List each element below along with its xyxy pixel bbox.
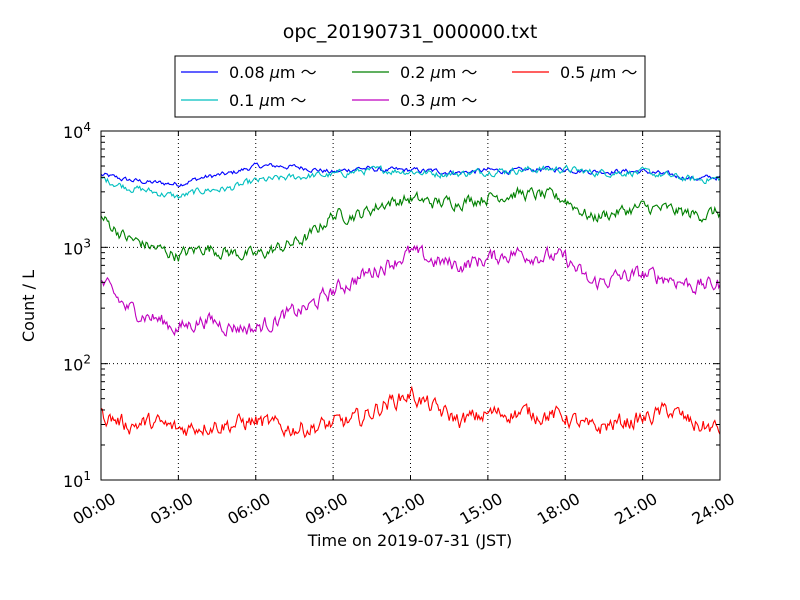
legend-label: 0.5 μm ～ [560, 63, 637, 82]
x-tick-label: 06:00 [224, 489, 273, 529]
plot-area: 00:00 03:00 06:00 09:00 12:00 15:00 18:00 21:00… [63, 120, 738, 529]
y-axis-label: Count / L [19, 270, 38, 342]
legend: 0.08 μm ～ 0.1 μm ～ 0.2 μm ～ 0.3 μm ～ 0.5 μm … [174, 55, 646, 118]
x-tick-label: 00:00 [70, 489, 119, 529]
legend-label: 0.2 μm ～ [400, 63, 477, 82]
legend-entries: 0.08 μm ～ 0.1 μm ～ 0.2 μm ～ 0.3 μm ～ 0.5 μm … [181, 63, 637, 110]
legend-label: 0.1 μm ～ [229, 91, 306, 110]
y-axis: 101 102 103 104 [63, 120, 720, 491]
chart-title: opc_20190731_000000.txt [283, 21, 538, 43]
x-tick-label: 24:00 [689, 489, 738, 529]
x-tick-label: 15:00 [456, 489, 505, 529]
legend-label: 0.08 μm ～ [229, 63, 317, 82]
series-line [100, 244, 721, 337]
x-axis-label: Time on 2019-07-31 (JST) [307, 531, 512, 550]
x-tick-label: 09:00 [302, 489, 351, 529]
x-tick-label: 18:00 [534, 489, 583, 529]
y-tick-label: 102 [63, 353, 91, 375]
y-tick-label: 103 [63, 236, 91, 258]
series-lines [100, 162, 721, 439]
legend-box [174, 55, 646, 118]
series-line [100, 385, 721, 439]
y-tick-label: 101 [63, 469, 91, 491]
series-line [100, 186, 721, 262]
series-line [100, 164, 721, 200]
x-tick-label: 21:00 [611, 489, 660, 529]
x-tick-label: 03:00 [147, 489, 196, 529]
x-tick-label: 12:00 [379, 489, 428, 529]
y-tick-label: 104 [63, 120, 91, 142]
legend-label: 0.3 μm ～ [400, 91, 477, 110]
